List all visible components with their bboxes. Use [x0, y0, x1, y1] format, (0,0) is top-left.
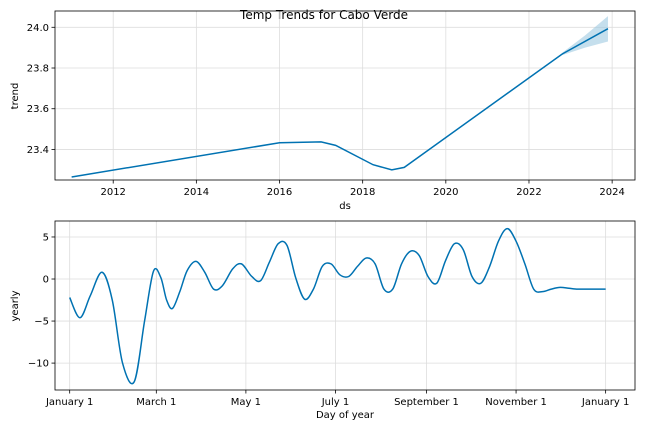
trend-y-axis: 23.4 23.6 23.8 24.0	[27, 23, 55, 156]
yearly-x-axis: January 1 March 1 May 1 July 1 September 1 No…	[45, 390, 629, 408]
trend-gridlines	[55, 11, 635, 180]
yearly-line	[68, 227, 606, 385]
yearly-panel: January 1 March 1 May 1 July 1 September 1 No…	[10, 220, 636, 421]
trend-x-axis: 2012 2014 2016 2018 2020 2022 2024	[100, 180, 625, 198]
yearly-y-axis-label: yearly	[10, 290, 21, 321]
y-tick-label: 24.0	[27, 23, 49, 34]
x-tick-label: 2014	[184, 187, 209, 198]
x-tick-label: July 1	[321, 397, 350, 408]
yearly-axes-frame	[54, 220, 636, 391]
trend-x-axis-label: ds	[339, 201, 351, 212]
y-tick-label: 23.6	[27, 104, 49, 115]
x-tick-label: January 1	[45, 397, 93, 408]
x-tick-label: January 1	[581, 397, 629, 408]
y-tick-label: 5	[43, 232, 49, 243]
x-tick-label: September 1	[394, 397, 459, 408]
x-tick-label: 2016	[267, 187, 292, 198]
x-tick-label: 2022	[516, 187, 541, 198]
x-tick-label: March 1	[136, 397, 176, 408]
x-tick-label: May 1	[231, 397, 261, 408]
trend-line	[71, 28, 609, 178]
y-tick-label: 23.4	[27, 145, 49, 156]
x-tick-label: 2020	[433, 187, 458, 198]
x-tick-label: 2018	[350, 187, 375, 198]
yearly-y-axis: −10 −5 0 5	[28, 232, 55, 370]
y-tick-label: −5	[34, 317, 49, 328]
trend-axes-frame	[54, 10, 636, 181]
yearly-gridlines	[55, 221, 635, 390]
trend-y-axis-label: trend	[10, 83, 21, 110]
yearly-x-axis-label: Day of year	[316, 410, 375, 421]
chart-title: Temp Trends for Cabo Verde	[239, 8, 408, 22]
trend-uncertainty-band	[562, 16, 608, 56]
x-tick-label: 2024	[599, 187, 624, 198]
y-tick-label: −10	[28, 359, 49, 370]
x-tick-label: November 1	[485, 397, 547, 408]
x-tick-label: 2012	[100, 187, 125, 198]
y-tick-label: 23.8	[27, 64, 49, 75]
y-tick-label: 0	[43, 275, 49, 286]
trend-panel: 2012 2014 2016 2018 2020 2022 2024 23.423.623.…	[10, 10, 636, 212]
